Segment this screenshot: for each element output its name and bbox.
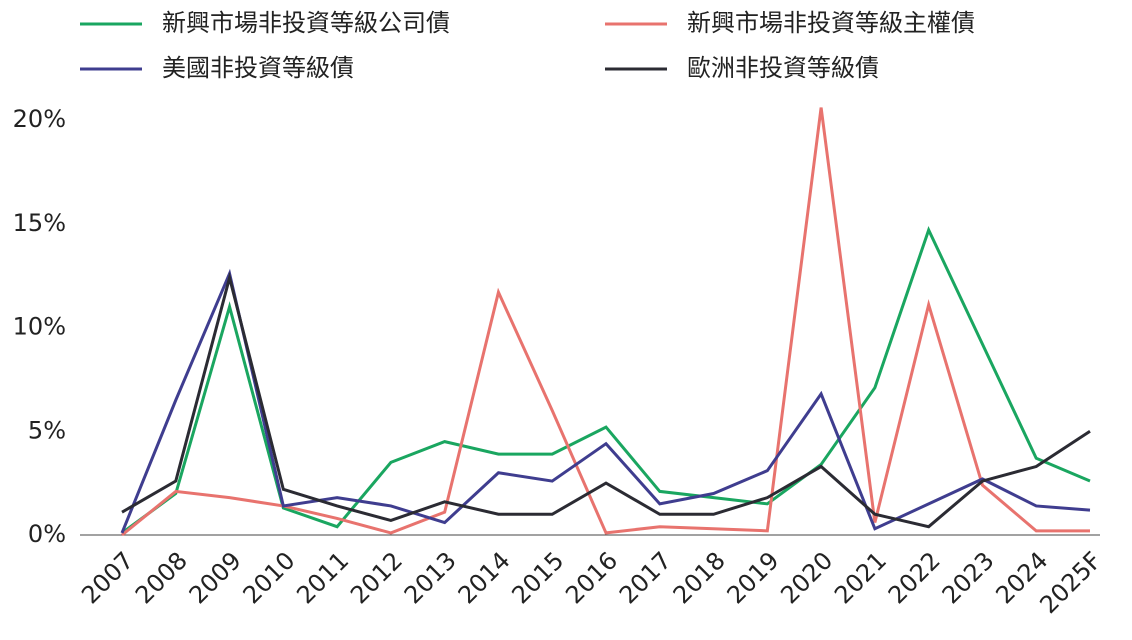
x-tick-label: 2016: [560, 546, 623, 609]
x-tick-label: 2023: [937, 546, 1000, 609]
x-tick-label: 2008: [130, 546, 193, 609]
legend-label: 新興市場非投資等級公司債: [162, 9, 450, 37]
x-tick-label: 2017: [614, 546, 677, 609]
y-tick-label: 20%: [13, 105, 66, 133]
legend-label: 歐洲非投資等級債: [687, 54, 879, 82]
x-tick-label: 2022: [883, 546, 946, 609]
y-tick-label: 5%: [28, 416, 66, 444]
x-tick-label: 2021: [829, 546, 892, 609]
legend-label: 新興市場非投資等級主權債: [687, 9, 975, 37]
x-tick-label: 2015: [506, 546, 569, 609]
x-tick-label: 2019: [722, 546, 785, 609]
legend-label: 美國非投資等級債: [162, 54, 354, 82]
y-tick-label: 10%: [13, 313, 66, 341]
x-tick-label: 2018: [668, 546, 731, 609]
y-tick-label: 0%: [28, 520, 66, 548]
x-tick-label: 2014: [453, 546, 516, 609]
x-tick-label: 2020: [775, 546, 838, 609]
series-line: [121, 225, 1091, 535]
series-line: [121, 107, 1090, 537]
x-tick-label: 2007: [76, 546, 139, 609]
series-line: [120, 268, 1091, 534]
x-tick-label: 2013: [399, 546, 462, 609]
y-tick-label: 15%: [13, 209, 66, 237]
x-tick-label: 2010: [238, 546, 301, 609]
x-tick-label: 2009: [184, 546, 247, 609]
x-tick-label: 2025F: [1034, 546, 1107, 619]
series-line: [121, 271, 1091, 529]
x-tick-label: 2011: [291, 546, 354, 609]
x-tick-label: 2012: [345, 546, 408, 609]
